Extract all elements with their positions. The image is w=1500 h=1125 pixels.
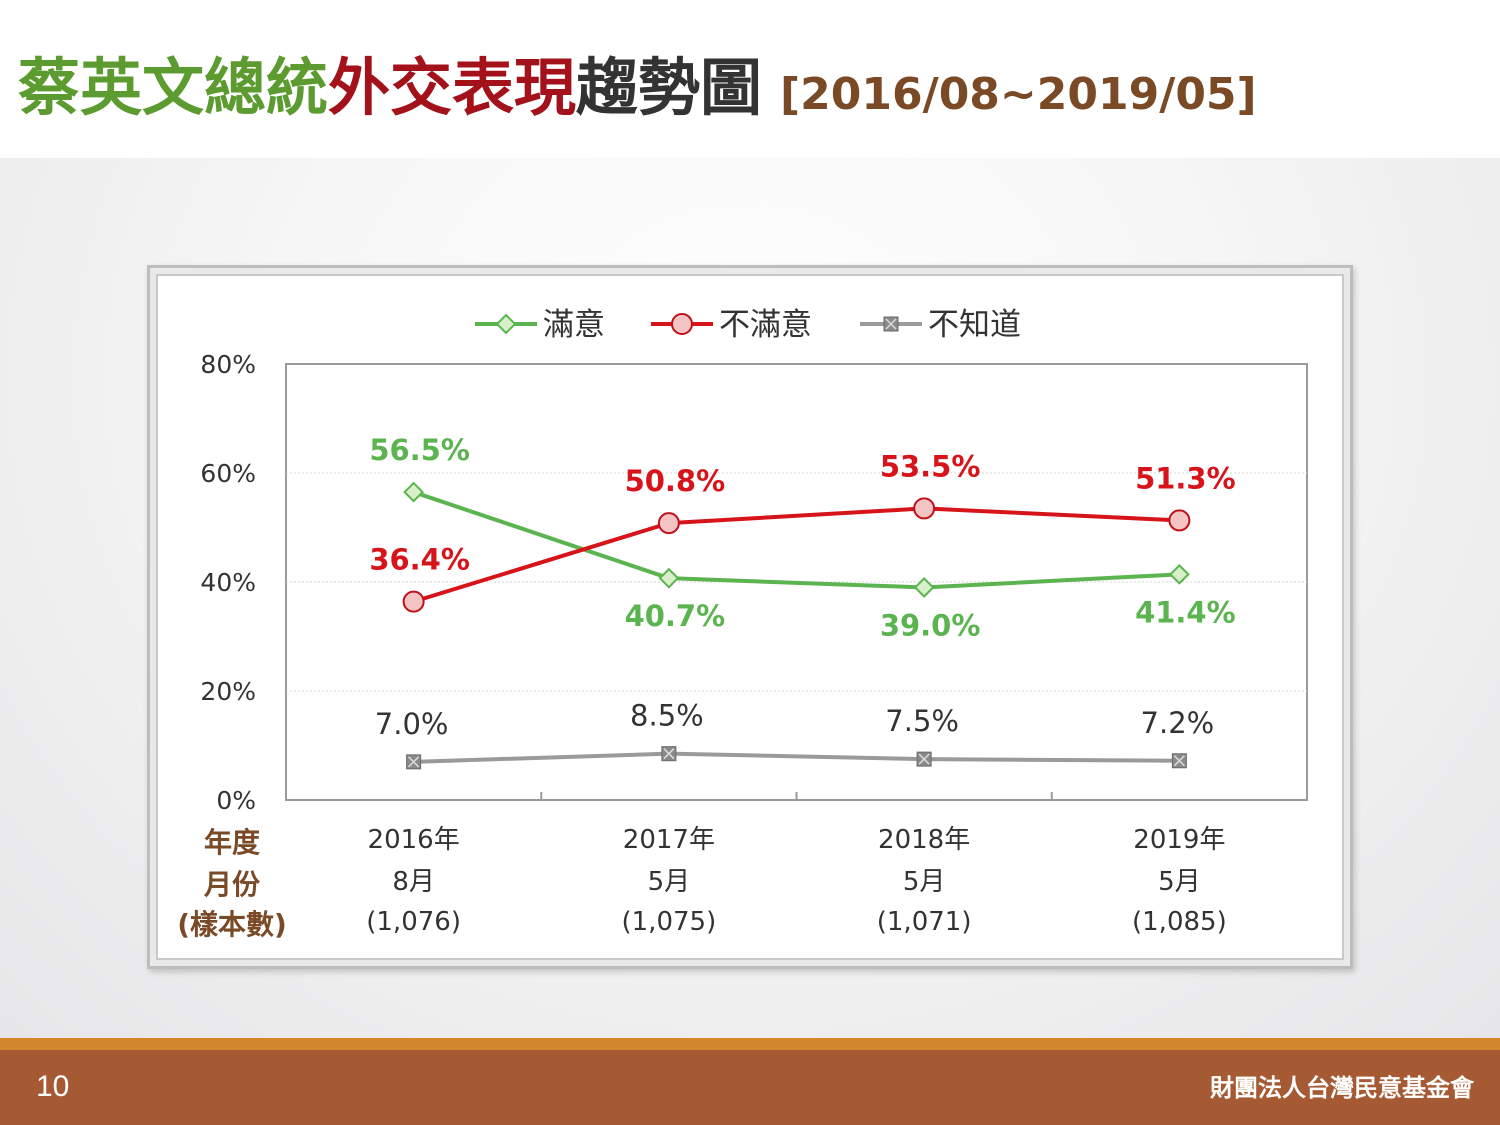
data-label-dissatisfied: 50.8% <box>625 464 726 498</box>
x-label-year: 2019年 <box>1133 825 1225 855</box>
x-label-year: 2018年 <box>878 825 970 855</box>
x-label-sample: (1,071) <box>877 907 972 937</box>
data-point-dissatisfied <box>657 512 680 535</box>
data-point-unknown-cross <box>408 756 420 768</box>
x-label-month: 5月 <box>1158 867 1201 897</box>
data-label-dissatisfied: 36.4% <box>369 543 470 577</box>
data-label-dissatisfied: 51.3% <box>1135 461 1236 495</box>
data-label-unknown: 7.0% <box>375 707 449 741</box>
y-tick-label: 0% <box>216 786 256 815</box>
data-label-unknown: 7.2% <box>1141 706 1215 740</box>
data-point-satisfied <box>913 577 935 598</box>
title-part-chart: 趨勢圖 <box>576 51 763 124</box>
data-point-dissatisfied <box>913 497 936 520</box>
legend-label-unknown: 不知道 <box>928 307 1021 343</box>
row-label: 月份 <box>203 868 260 901</box>
data-label-satisfied: 39.0% <box>880 608 981 642</box>
y-tick-label: 60% <box>200 459 256 488</box>
x-label-sample: (1,085) <box>1132 907 1227 937</box>
data-label-satisfied: 40.7% <box>625 599 726 633</box>
x-label-year: 2016年 <box>368 825 460 855</box>
x-label-sample: (1,076) <box>366 907 461 937</box>
title-part-topic: 外交表現 <box>328 51 577 124</box>
x-label-month: 5月 <box>903 867 946 897</box>
data-point-unknown-cross <box>918 753 930 765</box>
x-label-sample: (1,075) <box>622 907 717 937</box>
title-part-president: 蔡英文總統 <box>18 51 329 124</box>
legend-marker-dissatisfied <box>671 313 693 335</box>
legend-label-satisfied: 滿意 <box>543 307 605 343</box>
y-tick-label: 20% <box>200 677 256 706</box>
data-label-unknown: 8.5% <box>630 699 704 733</box>
data-label-dissatisfied: 53.5% <box>880 449 981 483</box>
data-point-dissatisfied <box>402 590 425 613</box>
title-bar: 蔡英文總統外交表現趨勢圖 [2016/08~2019/05] <box>0 0 1500 158</box>
data-point-satisfied <box>658 567 680 589</box>
x-label-month: 5月 <box>648 867 691 897</box>
row-label: (樣本數) <box>177 908 287 941</box>
chart-frame: 0% 20% 40% 60% 80% 2016年 8月 (1,076) 2017年 5月 (1,07… <box>147 265 1353 969</box>
series-line-satisfied <box>412 490 1180 590</box>
x-label-month: 8月 <box>392 867 435 897</box>
data-label-satisfied: 41.4% <box>1135 595 1236 629</box>
data-point-unknown-cross <box>663 748 675 760</box>
organization-name: 財團法人台灣民意基金會 <box>1210 1074 1474 1102</box>
data-point-unknown-cross <box>1173 755 1185 767</box>
data-label-satisfied: 56.5% <box>369 433 470 467</box>
data-label-unknown: 7.5% <box>885 704 959 738</box>
footer-accent-line <box>0 1038 1500 1050</box>
legend-marker-unknown-cross <box>885 318 897 330</box>
row-label: 年度 <box>204 826 260 859</box>
legend-marker-satisfied <box>495 313 517 335</box>
series-line-dissatisfied <box>413 506 1180 604</box>
y-tick-label: 80% <box>200 350 256 379</box>
x-label-year: 2017年 <box>623 825 715 855</box>
legend-label-dissatisfied: 不滿意 <box>719 307 812 343</box>
line-chart: 0% 20% 40% 60% 80% 2016年 8月 (1,076) 2017年 5月 (1,07… <box>177 307 1308 941</box>
series-line-unknown <box>413 751 1180 764</box>
page-number: 10 <box>36 1070 70 1103</box>
footer-bar: 10 財團法人台灣民意基金會 <box>0 1050 1500 1125</box>
data-point-satisfied <box>403 481 425 503</box>
slide-title: 蔡英文總統外交表現趨勢圖 [2016/08~2019/05] <box>18 38 1257 145</box>
data-point-satisfied <box>1168 563 1190 585</box>
data-point-dissatisfied <box>1168 509 1191 532</box>
y-tick-label: 40% <box>200 568 256 597</box>
title-date-range: [2016/08~2019/05] <box>780 69 1257 120</box>
